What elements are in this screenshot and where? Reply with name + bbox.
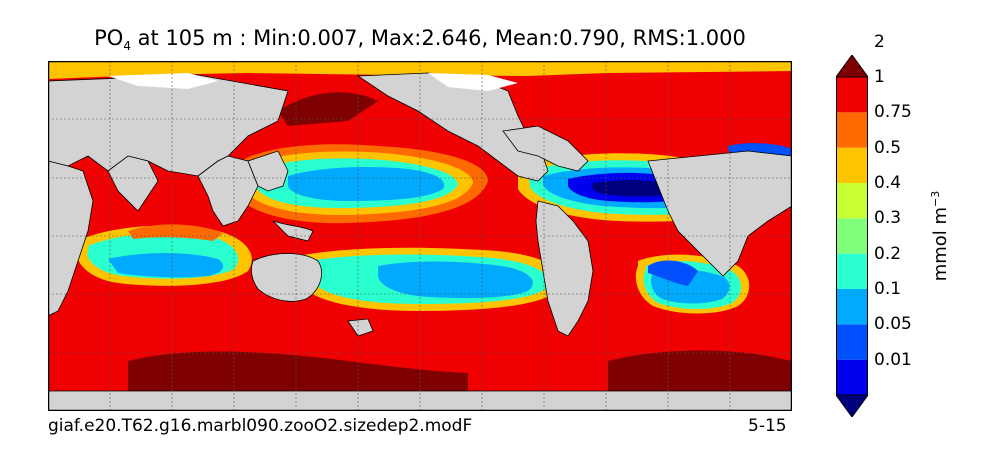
- npac-blue: [288, 167, 445, 201]
- colorbar-under-triangle: [836, 394, 868, 417]
- land-indonesia: [272, 220, 314, 242]
- colorbar-tick-label: 1: [874, 67, 885, 87]
- units-exponent: −3: [929, 190, 942, 207]
- po4-map: [47, 60, 793, 412]
- colorbar-tick-label: 0.05: [874, 314, 912, 335]
- natl-darkest: [591, 180, 675, 197]
- colorbar-tick-label: 0.1: [874, 279, 902, 299]
- colorbar-units: mmol m−3: [929, 191, 951, 282]
- southern-ocean-dark: [128, 351, 468, 391]
- colorbar-segment: [836, 359, 868, 395]
- colorbar-segment: [836, 289, 868, 325]
- indian-blue: [108, 253, 224, 278]
- colorbar-segment: [836, 112, 868, 148]
- colorbar-tick-label: 0.01: [874, 349, 912, 370]
- land-south-america: [535, 200, 594, 337]
- satl-west-blue: [648, 260, 698, 286]
- sea-ice-2: [428, 73, 518, 91]
- units-base: mmol m: [930, 206, 951, 282]
- colorbar-tick-label: 0.2: [874, 243, 902, 264]
- years-label: 5-15: [748, 416, 787, 436]
- weddell-dark: [608, 350, 792, 391]
- land-africa-east: [48, 160, 94, 317]
- land-new-zealand: [347, 318, 374, 337]
- colorbar: [836, 55, 868, 417]
- colorbar-tick-label: 0.75: [874, 102, 912, 123]
- map-frame: [47, 60, 793, 412]
- colorbar-segment: [836, 253, 868, 289]
- land-china-coast: [247, 150, 289, 192]
- colorbar-frame: [836, 76, 868, 396]
- colorbar-segment: [836, 147, 868, 183]
- colorbar-tick-label: 0.5: [874, 137, 902, 158]
- land-south-asia: [197, 155, 259, 227]
- colorbar-over-triangle: [836, 55, 868, 78]
- sea-ice-1: [108, 73, 218, 89]
- land-arabia: [107, 155, 159, 212]
- title-variable: PO: [94, 26, 124, 50]
- colorbar-segment: [836, 77, 868, 113]
- title-subscript: 4: [123, 39, 131, 54]
- colorbar-tick-label: 2: [874, 31, 885, 52]
- colorbar-segment: [836, 324, 868, 360]
- land-eurasia-west: [48, 74, 289, 177]
- gridlines: [48, 61, 792, 411]
- indian-north-orange: [128, 224, 223, 241]
- colorbar-tick-label: 0.4: [874, 173, 902, 193]
- colorbar-tick-label: 0.3: [874, 208, 902, 229]
- colorbar-segment: [836, 218, 868, 254]
- spac-blue: [378, 261, 533, 299]
- land-greenland-area: [502, 125, 589, 172]
- okhotsk-dark: [278, 92, 378, 126]
- case-name: giaf.e20.T62.g16.marbl090.zooO2.sizedep2…: [48, 416, 473, 436]
- title-stats: at 105 m : Min:0.007, Max:2.646, Mean:0.…: [137, 26, 746, 50]
- map-svg: [47, 60, 793, 412]
- plot-title: PO4 at 105 m : Min:0.007, Max:2.646, Mea…: [0, 26, 840, 53]
- land-australia: [251, 253, 322, 302]
- colorbar-segment: [836, 183, 868, 219]
